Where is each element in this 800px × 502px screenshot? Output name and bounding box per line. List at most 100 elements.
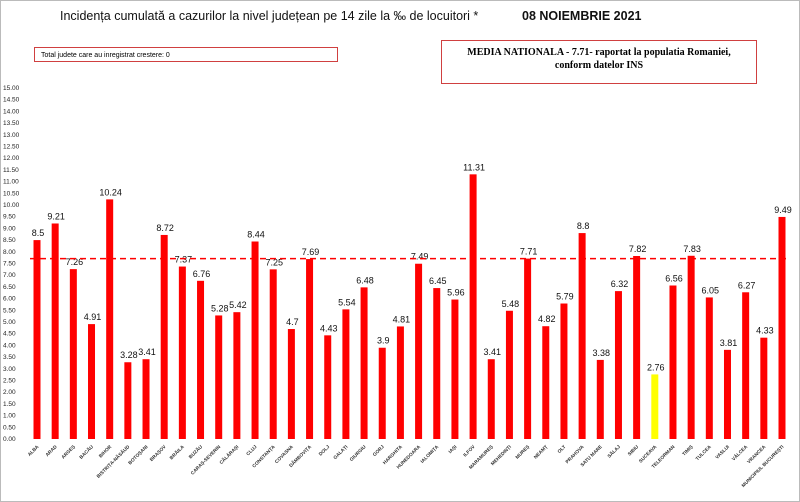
- data-label: 6.27: [738, 280, 756, 290]
- bar: [306, 259, 314, 439]
- national-mean-box: MEDIA NATIONALA - 7.71- raportat la popu…: [441, 40, 757, 84]
- y-tick-label: 3.00: [3, 366, 16, 373]
- y-tick-label: 15.00: [3, 85, 20, 92]
- data-label: 3.38: [593, 348, 611, 358]
- y-tick-label: 7.50: [3, 261, 16, 268]
- data-label: 7.26: [66, 257, 84, 267]
- data-label: 5.96: [447, 288, 465, 298]
- bar: [178, 266, 186, 439]
- data-label: 9.49: [774, 205, 792, 215]
- x-tick-label: CARAȘ-SEVERIN: [190, 444, 223, 477]
- bar: [124, 362, 132, 439]
- data-label: 3.9: [377, 336, 390, 346]
- bar: [324, 335, 332, 439]
- bar: [687, 255, 695, 439]
- bar: [451, 299, 459, 439]
- x-tick-label: GORJ: [372, 444, 386, 458]
- bar: [705, 297, 713, 439]
- x-tick-label: GIURGIU: [349, 444, 368, 463]
- bar: [578, 233, 586, 439]
- bar: [433, 288, 441, 439]
- chart-date: 08 NOIEMBRIE 2021: [522, 9, 642, 23]
- bar: [160, 234, 168, 439]
- y-tick-label: 2.00: [3, 389, 16, 396]
- x-tick-label: BRĂILA: [168, 443, 186, 461]
- data-label: 8.44: [247, 230, 265, 240]
- bar: [233, 312, 241, 439]
- x-tick-label: ALBA: [27, 444, 41, 458]
- chart-title: Incidența cumulată a cazurilor la nivel …: [60, 9, 479, 23]
- x-tick-label: BOTOȘANI: [127, 444, 150, 467]
- data-label: 6.45: [429, 276, 447, 286]
- data-label: 9.21: [47, 211, 65, 221]
- bar: [596, 359, 604, 439]
- y-tick-label: 0.50: [3, 424, 16, 431]
- bar: [197, 280, 205, 439]
- x-tick-label: BACĂU: [78, 443, 96, 461]
- data-label: 6.32: [611, 279, 629, 289]
- bar: [723, 349, 731, 439]
- national-mean-line-2: conform datelor INS: [554, 60, 644, 71]
- bar: [396, 326, 404, 439]
- data-label: 4.7: [286, 317, 299, 327]
- x-tick-label: BISTRIȚA-NĂSĂUD: [95, 443, 132, 480]
- y-tick-label: 1.50: [3, 401, 16, 408]
- x-tick-label: BUZĂU: [187, 443, 204, 460]
- bar: [651, 374, 659, 439]
- data-label: 5.48: [502, 299, 520, 309]
- data-label: 7.83: [683, 244, 701, 254]
- x-tick-label: ARGEȘ: [60, 444, 77, 461]
- data-label: 7.25: [265, 257, 283, 267]
- data-label: 7.82: [629, 244, 647, 254]
- data-label: 2.76: [647, 362, 665, 372]
- y-tick-label: 5.50: [3, 307, 16, 314]
- y-tick-label: 6.50: [3, 284, 16, 291]
- x-tick-label: TULCEA: [695, 444, 713, 462]
- y-tick-label: 13.50: [3, 120, 20, 127]
- data-label: 11.31: [463, 162, 485, 172]
- data-label: 4.33: [756, 326, 774, 336]
- national-mean-line-1: MEDIA NATIONALA - 7.71- raportat la popu…: [467, 47, 731, 58]
- x-tick-label: DOLJ: [318, 444, 332, 458]
- y-tick-label: 5.00: [3, 319, 16, 326]
- x-tick-label: GALAȚI: [332, 444, 349, 461]
- x-tick-label: BIHOR: [98, 444, 114, 460]
- data-label: 4.43: [320, 323, 338, 333]
- y-tick-label: 12.00: [3, 155, 20, 162]
- bar: [742, 292, 750, 439]
- increase-count-box: Total judete care au inregistrat crester…: [34, 47, 338, 62]
- x-tick-label: NEAMȚ: [533, 444, 549, 460]
- bar: [505, 310, 513, 439]
- data-label: 6.05: [702, 285, 720, 295]
- y-tick-label: 14.50: [3, 97, 20, 104]
- data-label: 5.28: [211, 303, 229, 313]
- data-label: 3.28: [120, 350, 138, 360]
- bar: [614, 291, 622, 439]
- y-tick-label: 4.00: [3, 342, 16, 349]
- x-tick-label: IALOMIȚA: [420, 444, 441, 465]
- data-label: 3.41: [484, 347, 502, 357]
- data-label: 7.71: [520, 247, 538, 257]
- data-label: 5.42: [229, 300, 247, 310]
- x-tick-label: OLT: [557, 444, 568, 455]
- x-tick-label: VASLUI: [714, 444, 731, 461]
- x-tick-label: MUREȘ: [515, 444, 532, 461]
- bar: [378, 347, 386, 439]
- data-label: 3.81: [720, 338, 738, 348]
- x-tick-label: IAȘI: [447, 444, 458, 455]
- bar: [415, 263, 423, 439]
- bar: [215, 315, 223, 439]
- bar: [51, 223, 59, 439]
- y-tick-label: 13.00: [3, 132, 20, 139]
- y-tick-label: 9.50: [3, 214, 16, 221]
- bar: [69, 269, 77, 439]
- data-label: 6.48: [356, 275, 374, 285]
- bar: [287, 329, 295, 439]
- y-tick-label: 2.50: [3, 378, 16, 385]
- bar: [106, 199, 114, 439]
- y-tick-label: 1.00: [3, 413, 16, 420]
- data-label: 7.49: [411, 252, 429, 262]
- y-tick-label: 9.00: [3, 225, 16, 232]
- y-tick-label: 11.50: [3, 167, 19, 174]
- data-label: 7.69: [302, 247, 320, 257]
